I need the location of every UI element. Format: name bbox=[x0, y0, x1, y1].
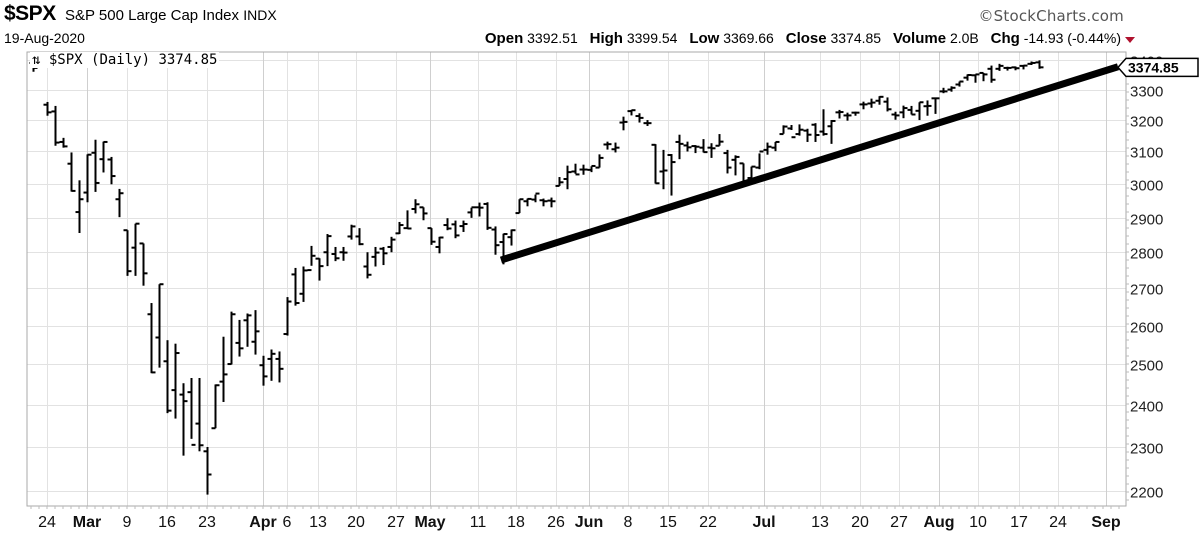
svg-text:27: 27 bbox=[890, 514, 908, 531]
svg-text:3200: 3200 bbox=[1130, 114, 1163, 131]
low-value: 3369.66 bbox=[723, 30, 774, 46]
open-value: 3392.51 bbox=[527, 30, 578, 46]
svg-text:May: May bbox=[414, 514, 445, 531]
copyright-label[interactable]: ©StockCharts.com bbox=[978, 7, 1124, 25]
volume-label: Volume bbox=[892, 30, 947, 47]
close-label: Close bbox=[785, 30, 827, 47]
instrument-name: S&P 500 Large Cap Index INDX bbox=[65, 7, 277, 24]
svg-text:26: 26 bbox=[547, 514, 565, 531]
svg-text:Jul: Jul bbox=[752, 514, 775, 531]
high-value: 3399.54 bbox=[626, 30, 678, 46]
legend-text: $SPX (Daily) 3374.85 bbox=[48, 52, 218, 68]
svg-text:Mar: Mar bbox=[73, 514, 101, 531]
svg-text:2400: 2400 bbox=[1130, 399, 1163, 416]
price-tag: 3374.85 bbox=[1116, 57, 1199, 78]
instrument-full-name: S&P 500 Large Cap Index bbox=[65, 7, 240, 24]
low-label: Low bbox=[689, 30, 720, 47]
exchange-label: INDX bbox=[243, 7, 277, 23]
svg-text:11: 11 bbox=[470, 514, 487, 531]
symbol: $SPX bbox=[4, 2, 56, 25]
svg-text:2500: 2500 bbox=[1130, 358, 1163, 375]
svg-text:16: 16 bbox=[158, 514, 176, 531]
open-label: Open bbox=[484, 30, 524, 47]
svg-text:24: 24 bbox=[38, 514, 56, 531]
svg-text:Aug: Aug bbox=[923, 514, 954, 531]
svg-text:3100: 3100 bbox=[1130, 145, 1163, 162]
svg-text:18: 18 bbox=[507, 514, 525, 531]
svg-text:2700: 2700 bbox=[1130, 282, 1163, 299]
y-axis: 2200 2300 2400 2500 2600 2700 2800 2900 3000 3100… bbox=[1126, 54, 1163, 502]
svg-text:2300: 2300 bbox=[1130, 441, 1163, 458]
svg-text:20: 20 bbox=[347, 514, 365, 531]
svg-text:15: 15 bbox=[659, 514, 677, 531]
svg-text:24: 24 bbox=[1049, 514, 1067, 531]
svg-text:2900: 2900 bbox=[1130, 212, 1163, 229]
svg-text:3374.85: 3374.85 bbox=[1128, 59, 1179, 75]
svg-text:13: 13 bbox=[309, 514, 327, 531]
svg-text:13: 13 bbox=[811, 514, 829, 531]
svg-text:3000: 3000 bbox=[1130, 178, 1163, 195]
svg-text:10: 10 bbox=[969, 514, 987, 531]
legend-arrows-icon: ⇅ bbox=[32, 52, 41, 68]
svg-text:17: 17 bbox=[1010, 514, 1028, 531]
svg-text:2600: 2600 bbox=[1130, 320, 1163, 337]
chart-legend: ⇅ $SPX (Daily) 3374.85 bbox=[30, 52, 220, 68]
svg-text:Jun: Jun bbox=[575, 514, 603, 531]
svg-text:Sep: Sep bbox=[1091, 514, 1121, 531]
down-arrow-icon bbox=[1125, 37, 1135, 43]
change-label: Chg bbox=[990, 30, 1020, 47]
svg-text:8: 8 bbox=[624, 514, 633, 531]
high-label: High bbox=[589, 30, 623, 47]
plot-border bbox=[26, 51, 1127, 507]
quote-stats: Open 3392.51 High 3399.54 Low 3369.66 Cl… bbox=[485, 30, 1121, 47]
svg-text:23: 23 bbox=[198, 514, 216, 531]
volume-value: 2.0B bbox=[949, 30, 979, 46]
svg-text:2200: 2200 bbox=[1130, 485, 1163, 502]
svg-text:2800: 2800 bbox=[1130, 246, 1163, 263]
ohlc-bars bbox=[29, 60, 1044, 495]
svg-text:20: 20 bbox=[851, 514, 869, 531]
svg-text:3300: 3300 bbox=[1130, 84, 1163, 101]
close-value: 3374.85 bbox=[830, 30, 882, 46]
svg-text:27: 27 bbox=[387, 514, 405, 531]
svg-text:9: 9 bbox=[123, 514, 132, 531]
change-value: -14.93 (-0.44%) bbox=[1023, 30, 1121, 46]
svg-text:Apr: Apr bbox=[249, 514, 277, 531]
svg-text:22: 22 bbox=[699, 514, 717, 531]
trendline[interactable] bbox=[499, 63, 1120, 264]
quote-date: 19-Aug-2020 bbox=[4, 30, 85, 46]
svg-text:6: 6 bbox=[283, 514, 292, 531]
x-axis: 24 Mar 9 16 23 Apr 6 13 20 27 May 11 18 26 Jun 8 15 22 Jul… bbox=[30, 506, 1121, 531]
